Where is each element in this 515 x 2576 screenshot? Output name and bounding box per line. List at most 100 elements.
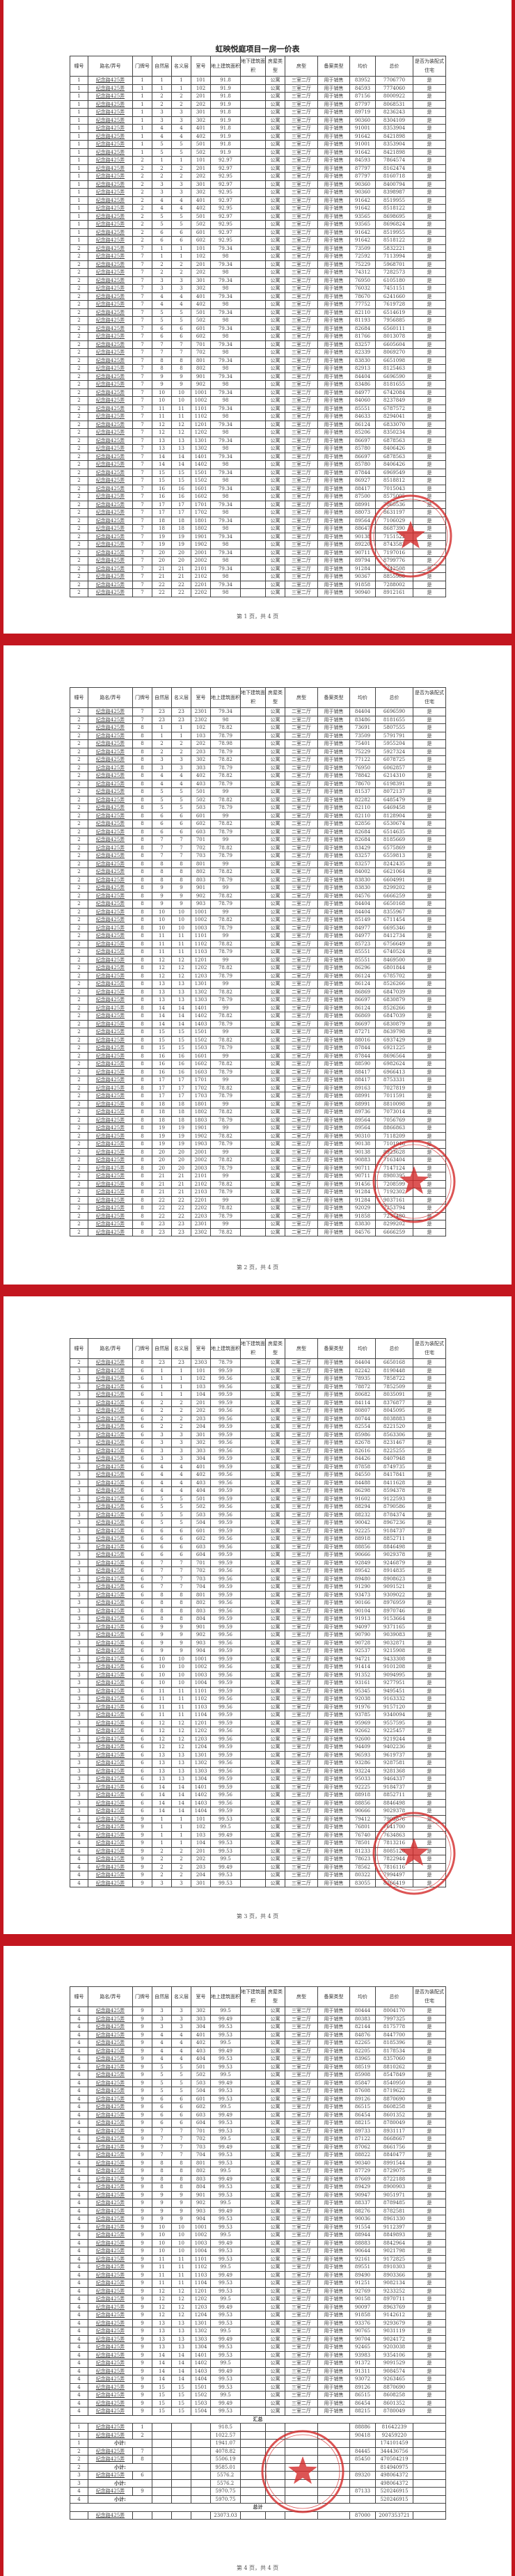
cell-unit-price: 76950 bbox=[349, 763, 376, 772]
cell-road: 纪念路425弄 bbox=[88, 500, 133, 509]
cell-house-type: 公寓 bbox=[265, 2151, 285, 2160]
table-row: 3 纪念路425弄 6 4 4 404 99.59 公寓 三室二厅 用于销售 86298 859437… bbox=[70, 1486, 446, 1495]
summary-row: 2 纪念路425弄 7 4078.82 84445 344436756 bbox=[70, 2447, 446, 2456]
table-row: 4 纪念路425弄 9 9 9 901 99.53 公寓 三室二厅 用于销售 90947 905197… bbox=[70, 2190, 446, 2199]
cell-above-ground-area: 79.34 bbox=[210, 452, 241, 461]
table-row: 2 纪念路425弄 8 18 18 1801 99 公寓 三室二厅 用于销售 88991 881009… bbox=[70, 1099, 446, 1108]
cell-above-ground-area: 78.79 bbox=[210, 948, 241, 957]
table-row: 2 纪念路425弄 8 11 11 1102 78.82 公寓 二室二厅 用于销售 85723 675… bbox=[70, 939, 446, 948]
cell-house-type: 公寓 bbox=[265, 1156, 285, 1165]
cell-natural-floor: 4 bbox=[152, 2039, 172, 2048]
cell-building: 2 bbox=[70, 1204, 88, 1213]
table-row: 3 纪念路425弄 6 2 2 202 99.56 公寓 三室二厅 用于销售 80807 804509… bbox=[70, 1406, 446, 1415]
cell-road: 纪念路425弄 bbox=[88, 308, 133, 317]
cell-house-type: 公寓 bbox=[265, 2327, 285, 2336]
cell-filing-type: 用于销售 bbox=[317, 2039, 350, 2048]
cell-door-no: 8 bbox=[132, 1115, 152, 1124]
column-header-total-price: 总价 bbox=[375, 687, 413, 708]
cell-room-no: 503 bbox=[191, 803, 211, 812]
cell-underground-area bbox=[240, 1727, 266, 1736]
cell-unit-price: 83952 bbox=[349, 76, 376, 85]
empty-cell bbox=[171, 2487, 191, 2496]
cell-unit-price: 92769 bbox=[349, 2286, 376, 2295]
cell-underground-area bbox=[240, 212, 266, 221]
cell-nominal-floor: 11 bbox=[171, 948, 191, 957]
cell-unit-price: 80807 bbox=[349, 1406, 376, 1415]
cell-natural-floor: 10 bbox=[152, 1663, 172, 1672]
cell-building: 1 bbox=[70, 204, 88, 213]
cell-building: 2 bbox=[70, 787, 88, 796]
cell-building: 2 bbox=[70, 348, 88, 357]
column-header-layout: 房型 bbox=[285, 687, 318, 708]
cell-house-type: 公寓 bbox=[265, 2302, 285, 2311]
cell-house-type: 公寓 bbox=[265, 1782, 285, 1791]
cell-road: 纪念路425弄 bbox=[88, 1615, 133, 1624]
cell-house-type: 公寓 bbox=[265, 244, 285, 253]
cell-nominal-floor: 21 bbox=[171, 572, 191, 581]
cell-house-type: 公寓 bbox=[265, 2215, 285, 2224]
cell-total-price: 8242435 bbox=[375, 859, 413, 868]
cell-layout: 三室二厅 bbox=[285, 188, 318, 197]
cell-nominal-floor: 7 bbox=[171, 2142, 191, 2151]
cell-filing-type: 用于销售 bbox=[317, 2350, 350, 2359]
table-row: 2 纪念路425弄 8 5 5 501 99 公寓 三室二厅 用于销售 81537 8072137 是 bbox=[70, 787, 446, 796]
cell-prefab: 是 bbox=[413, 843, 446, 852]
cell-building: 2 bbox=[70, 396, 88, 405]
cell-total-price: 8421898 bbox=[375, 148, 413, 157]
cell-road: 纪念路425弄 bbox=[88, 1718, 133, 1727]
cell-underground-area bbox=[240, 739, 266, 748]
cell-filing-type: 用于销售 bbox=[317, 900, 350, 909]
cell-filing-type: 用于销售 bbox=[317, 1179, 350, 1188]
cell-door-no: 7 bbox=[132, 548, 152, 557]
cell-road: 纪念路425弄 bbox=[88, 1518, 133, 1527]
cell-layout: 三室二厅 bbox=[285, 156, 318, 165]
cell-door-no: 7 bbox=[132, 252, 152, 261]
empty-cell bbox=[191, 2439, 211, 2448]
cell-room-no: 2101 bbox=[191, 564, 211, 573]
cell-building: 2 bbox=[70, 715, 88, 724]
cell-total-price: 6651098 bbox=[375, 356, 413, 365]
cell-layout: 三室二厅 bbox=[285, 1606, 318, 1615]
cell-house-type: 公寓 bbox=[265, 2158, 285, 2167]
cell-layout: 三室二厅 bbox=[285, 955, 318, 964]
cell-door-no: 7 bbox=[132, 420, 152, 429]
cell-above-ground-area: 78.79 bbox=[210, 1140, 241, 1149]
cell-above-ground-area: 78.82 bbox=[210, 916, 241, 925]
empty-cell bbox=[240, 2495, 266, 2504]
cell-nominal-floor: 12 bbox=[171, 2295, 191, 2304]
cell-room-no: 1301 bbox=[191, 1750, 211, 1759]
table-row: 3 纪念路425弄 6 5 5 502 99.56 公寓 三室二厅 用于销售 88294 879058… bbox=[70, 1502, 446, 1511]
cell-room-no: 2003 bbox=[191, 1163, 211, 1172]
cell-nominal-floor: 11 bbox=[171, 404, 191, 413]
cell-natural-floor: 15 bbox=[152, 468, 172, 477]
cell-road: 纪念路425弄 bbox=[88, 444, 133, 453]
cell-building: 4 bbox=[70, 2119, 88, 2128]
cell-underground-area bbox=[240, 883, 266, 893]
cell-house-type: 公寓 bbox=[265, 2231, 285, 2240]
cell-door-no: 8 bbox=[132, 1067, 152, 1076]
cell-total-price: 8406426 bbox=[375, 460, 413, 469]
cell-unit-price: 88918 bbox=[349, 1534, 376, 1544]
cell-layout: 三室二厅 bbox=[285, 1195, 318, 1204]
table-row: 2 纪念路425弄 7 18 18 1801 79.34 公寓 二室二厅 用于销售 89564 710… bbox=[70, 516, 446, 525]
cell-filing-type: 用于销售 bbox=[317, 1067, 350, 1076]
cell-prefab: 是 bbox=[413, 739, 446, 748]
table-row: 4 纪念路425弄 9 3 3 303 99.49 公寓 三室二厅 用于销售 80383 799732… bbox=[70, 2014, 446, 2023]
cell-filing-type: 用于销售 bbox=[317, 1766, 350, 1775]
table-row: 2 纪念路425弄 8 5 5 503 78.79 公寓 二室二厅 用于销售 82110 646945… bbox=[70, 803, 446, 812]
table-row: 2 纪念路425弄 7 2 2 201 79.34 公寓 二室二厅 用于销售 75229 596870… bbox=[70, 260, 446, 269]
cell-room-no: 502 bbox=[191, 795, 211, 804]
cell-road: 纪念路425弄 bbox=[88, 771, 133, 780]
cell-natural-floor: 12 bbox=[152, 2286, 172, 2295]
cell-room-no: 402 bbox=[191, 2039, 211, 2048]
cell-filing-type: 用于销售 bbox=[317, 516, 350, 525]
cell-room-no: 1004 bbox=[191, 1679, 211, 1688]
cell-room-no: 802 bbox=[191, 1599, 211, 1608]
cell-filing-type: 用于销售 bbox=[317, 891, 350, 900]
cell-road: 纪念路425弄 bbox=[88, 1051, 133, 1060]
cell-unit-price: 84002 bbox=[349, 867, 376, 877]
cell-unit-price: 92161 bbox=[349, 2254, 376, 2263]
cell-filing-type: 用于销售 bbox=[317, 1406, 350, 1415]
cell-above-ground-area: 79.34 bbox=[210, 564, 241, 573]
cell-underground-area bbox=[240, 220, 266, 229]
